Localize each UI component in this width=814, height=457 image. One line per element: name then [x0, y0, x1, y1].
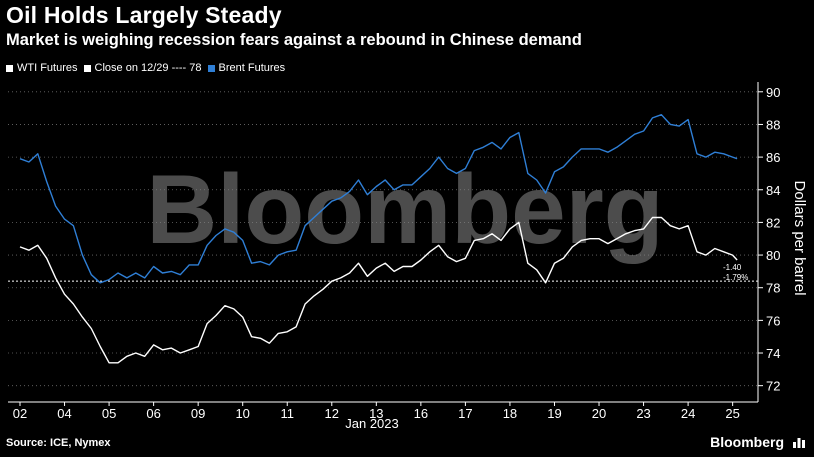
chart-title: Oil Holds Largely Steady [6, 2, 282, 28]
y-axis: 72 74 76 78 80 82 84 86 88 90 [757, 82, 780, 402]
x-tick-label: 02 [13, 406, 27, 421]
watermark: Bloomberg [146, 154, 663, 264]
y-tick-label: 72 [766, 379, 780, 394]
x-tick-label: 25 [725, 406, 739, 421]
x-tick-label: 19 [547, 406, 561, 421]
y-tick-label: 88 [766, 117, 780, 132]
change-value: -1.40 [723, 263, 742, 272]
y-tick-label: 76 [766, 313, 780, 328]
y-tick-label: 82 [766, 215, 780, 230]
x-tick-label: 10 [235, 406, 249, 421]
y-axis-label: Dollars per barrel [791, 180, 808, 295]
x-tick-label: 13 [369, 406, 383, 421]
y-tick-label: 90 [766, 85, 780, 100]
series-lines [19, 114, 738, 364]
x-axis: 02 04 05 06 09 10 11 12 13 16 17 18 19 20 23 24 25 [8, 401, 758, 421]
y-tick-label: 86 [766, 150, 780, 165]
legend-swatch-wti [6, 64, 13, 72]
x-tick-label: 04 [57, 406, 71, 421]
x-axis-label: Jan 2023 [345, 416, 399, 431]
legend-item-wti: WTI Futures [6, 62, 78, 74]
legend-label-wti: WTI Futures [17, 62, 78, 74]
legend-label-brent: Brent Futures [218, 62, 286, 74]
x-tick-label: 20 [592, 406, 606, 421]
x-tick-label: 17 [458, 406, 472, 421]
legend-item-close: Close on 12/29 ---- 78 [83, 62, 202, 74]
y-tick-label: 78 [766, 281, 780, 296]
x-tick-label: 09 [191, 406, 205, 421]
y-tick-label: 74 [766, 346, 780, 361]
legend-swatch-close [83, 64, 91, 72]
x-tick-label: 18 [503, 406, 517, 421]
change-percent: -1.79% [723, 273, 748, 282]
y-tick-label: 84 [766, 183, 780, 198]
source-note: Source: ICE, Nymex [6, 437, 111, 449]
x-tick-label: 24 [681, 406, 695, 421]
y-tick-label: 80 [766, 248, 780, 263]
x-tick-label: 06 [146, 406, 160, 421]
change-annotation: -1.40 -1.79% [723, 263, 748, 282]
bar-chart-icon [793, 438, 805, 448]
brand-logo-text: Bloomberg [710, 434, 784, 450]
x-tick-label: 23 [636, 406, 650, 421]
legend-label-close: Close on 12/29 ---- 78 [94, 62, 202, 74]
x-tick-label: 12 [325, 406, 339, 421]
x-tick-label: 05 [102, 406, 116, 421]
legend-item-brent: Brent Futures [207, 62, 286, 74]
grid-lines [8, 91, 758, 387]
chart-subtitle: Market is weighing recession fears again… [6, 31, 582, 49]
x-tick-label: 16 [414, 406, 428, 421]
brent-series-line [19, 114, 738, 284]
wti-series-line [19, 216, 738, 364]
x-tick-label: 11 [280, 406, 294, 421]
legend-swatch-brent [207, 64, 215, 72]
legend: WTI Futures Close on 12/29 ---- 78 Brent… [6, 62, 285, 74]
